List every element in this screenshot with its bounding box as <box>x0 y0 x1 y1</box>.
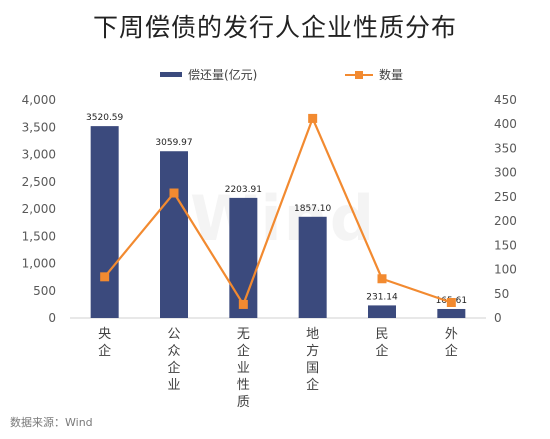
count-point <box>446 297 456 307</box>
y-right-tick-label: 100 <box>494 263 517 277</box>
bar <box>437 308 466 318</box>
y-left-tick-label: 2,500 <box>22 175 56 189</box>
legend-item-bar: 偿还量(亿元) <box>160 66 257 83</box>
bar <box>160 151 188 318</box>
count-point <box>169 188 179 198</box>
y-right-tick-label: 300 <box>494 166 517 180</box>
bar <box>298 216 327 318</box>
legend-item-line: 数量 <box>345 66 403 83</box>
bar-value-label: 2203.91 <box>225 185 262 195</box>
y-right-tick-label: 350 <box>494 141 517 155</box>
legend-label-bar: 偿还量(亿元) <box>188 68 258 82</box>
bar-value-label: 3059.97 <box>155 138 192 148</box>
count-point <box>308 113 318 123</box>
y-right-tick-label: 250 <box>494 190 517 204</box>
count-line <box>103 117 452 306</box>
bar <box>368 305 396 318</box>
source-note: 数据来源：Wind <box>10 416 93 429</box>
y-right-tick-label: 0 <box>494 311 502 325</box>
category-label: 公众企业 <box>167 327 180 393</box>
y-right-tick-label: 200 <box>494 214 517 228</box>
category-label: 央企 <box>98 327 111 359</box>
count-point <box>238 299 248 309</box>
y-left-tick-label: 1,000 <box>22 257 56 271</box>
chart-title: 下周偿债的发行人企业性质分布 <box>92 13 457 42</box>
legend: 偿还量(亿元) 数量 <box>0 66 550 86</box>
wind-watermark: Wind <box>190 182 376 255</box>
y-right-tick-label: 450 <box>494 93 517 107</box>
y-left-tick-label: 3,000 <box>22 148 56 162</box>
y-right-tick-label: 50 <box>494 287 509 301</box>
y-left-tick-label: 2,000 <box>22 202 56 216</box>
category-label: 地方国企 <box>306 327 319 393</box>
category-label: 无企业性质 <box>237 327 250 410</box>
y-right-tick-label: 150 <box>494 238 517 252</box>
category-label: 民企 <box>375 327 388 359</box>
y-right-tick-label: 400 <box>494 117 517 131</box>
count-point <box>100 272 110 282</box>
bar-value-label: 231.14 <box>366 292 398 302</box>
y-left-tick-label: 1,500 <box>22 229 56 243</box>
bar-value-label: 3520.59 <box>86 113 123 123</box>
bar <box>90 126 119 319</box>
category-label: 外企 <box>445 327 458 359</box>
y-left-tick-label: 4,000 <box>22 93 56 107</box>
bar-value-label: 1857.10 <box>294 204 331 214</box>
legend-swatch-bar <box>160 72 182 77</box>
legend-swatch-line <box>345 70 373 80</box>
legend-label-line: 数量 <box>379 68 404 82</box>
bar <box>229 197 258 318</box>
y-left-tick-label: 500 <box>33 284 56 298</box>
y-left-tick-label: 0 <box>48 311 56 325</box>
count-point <box>377 274 387 284</box>
y-left-tick-label: 3,500 <box>22 120 56 134</box>
